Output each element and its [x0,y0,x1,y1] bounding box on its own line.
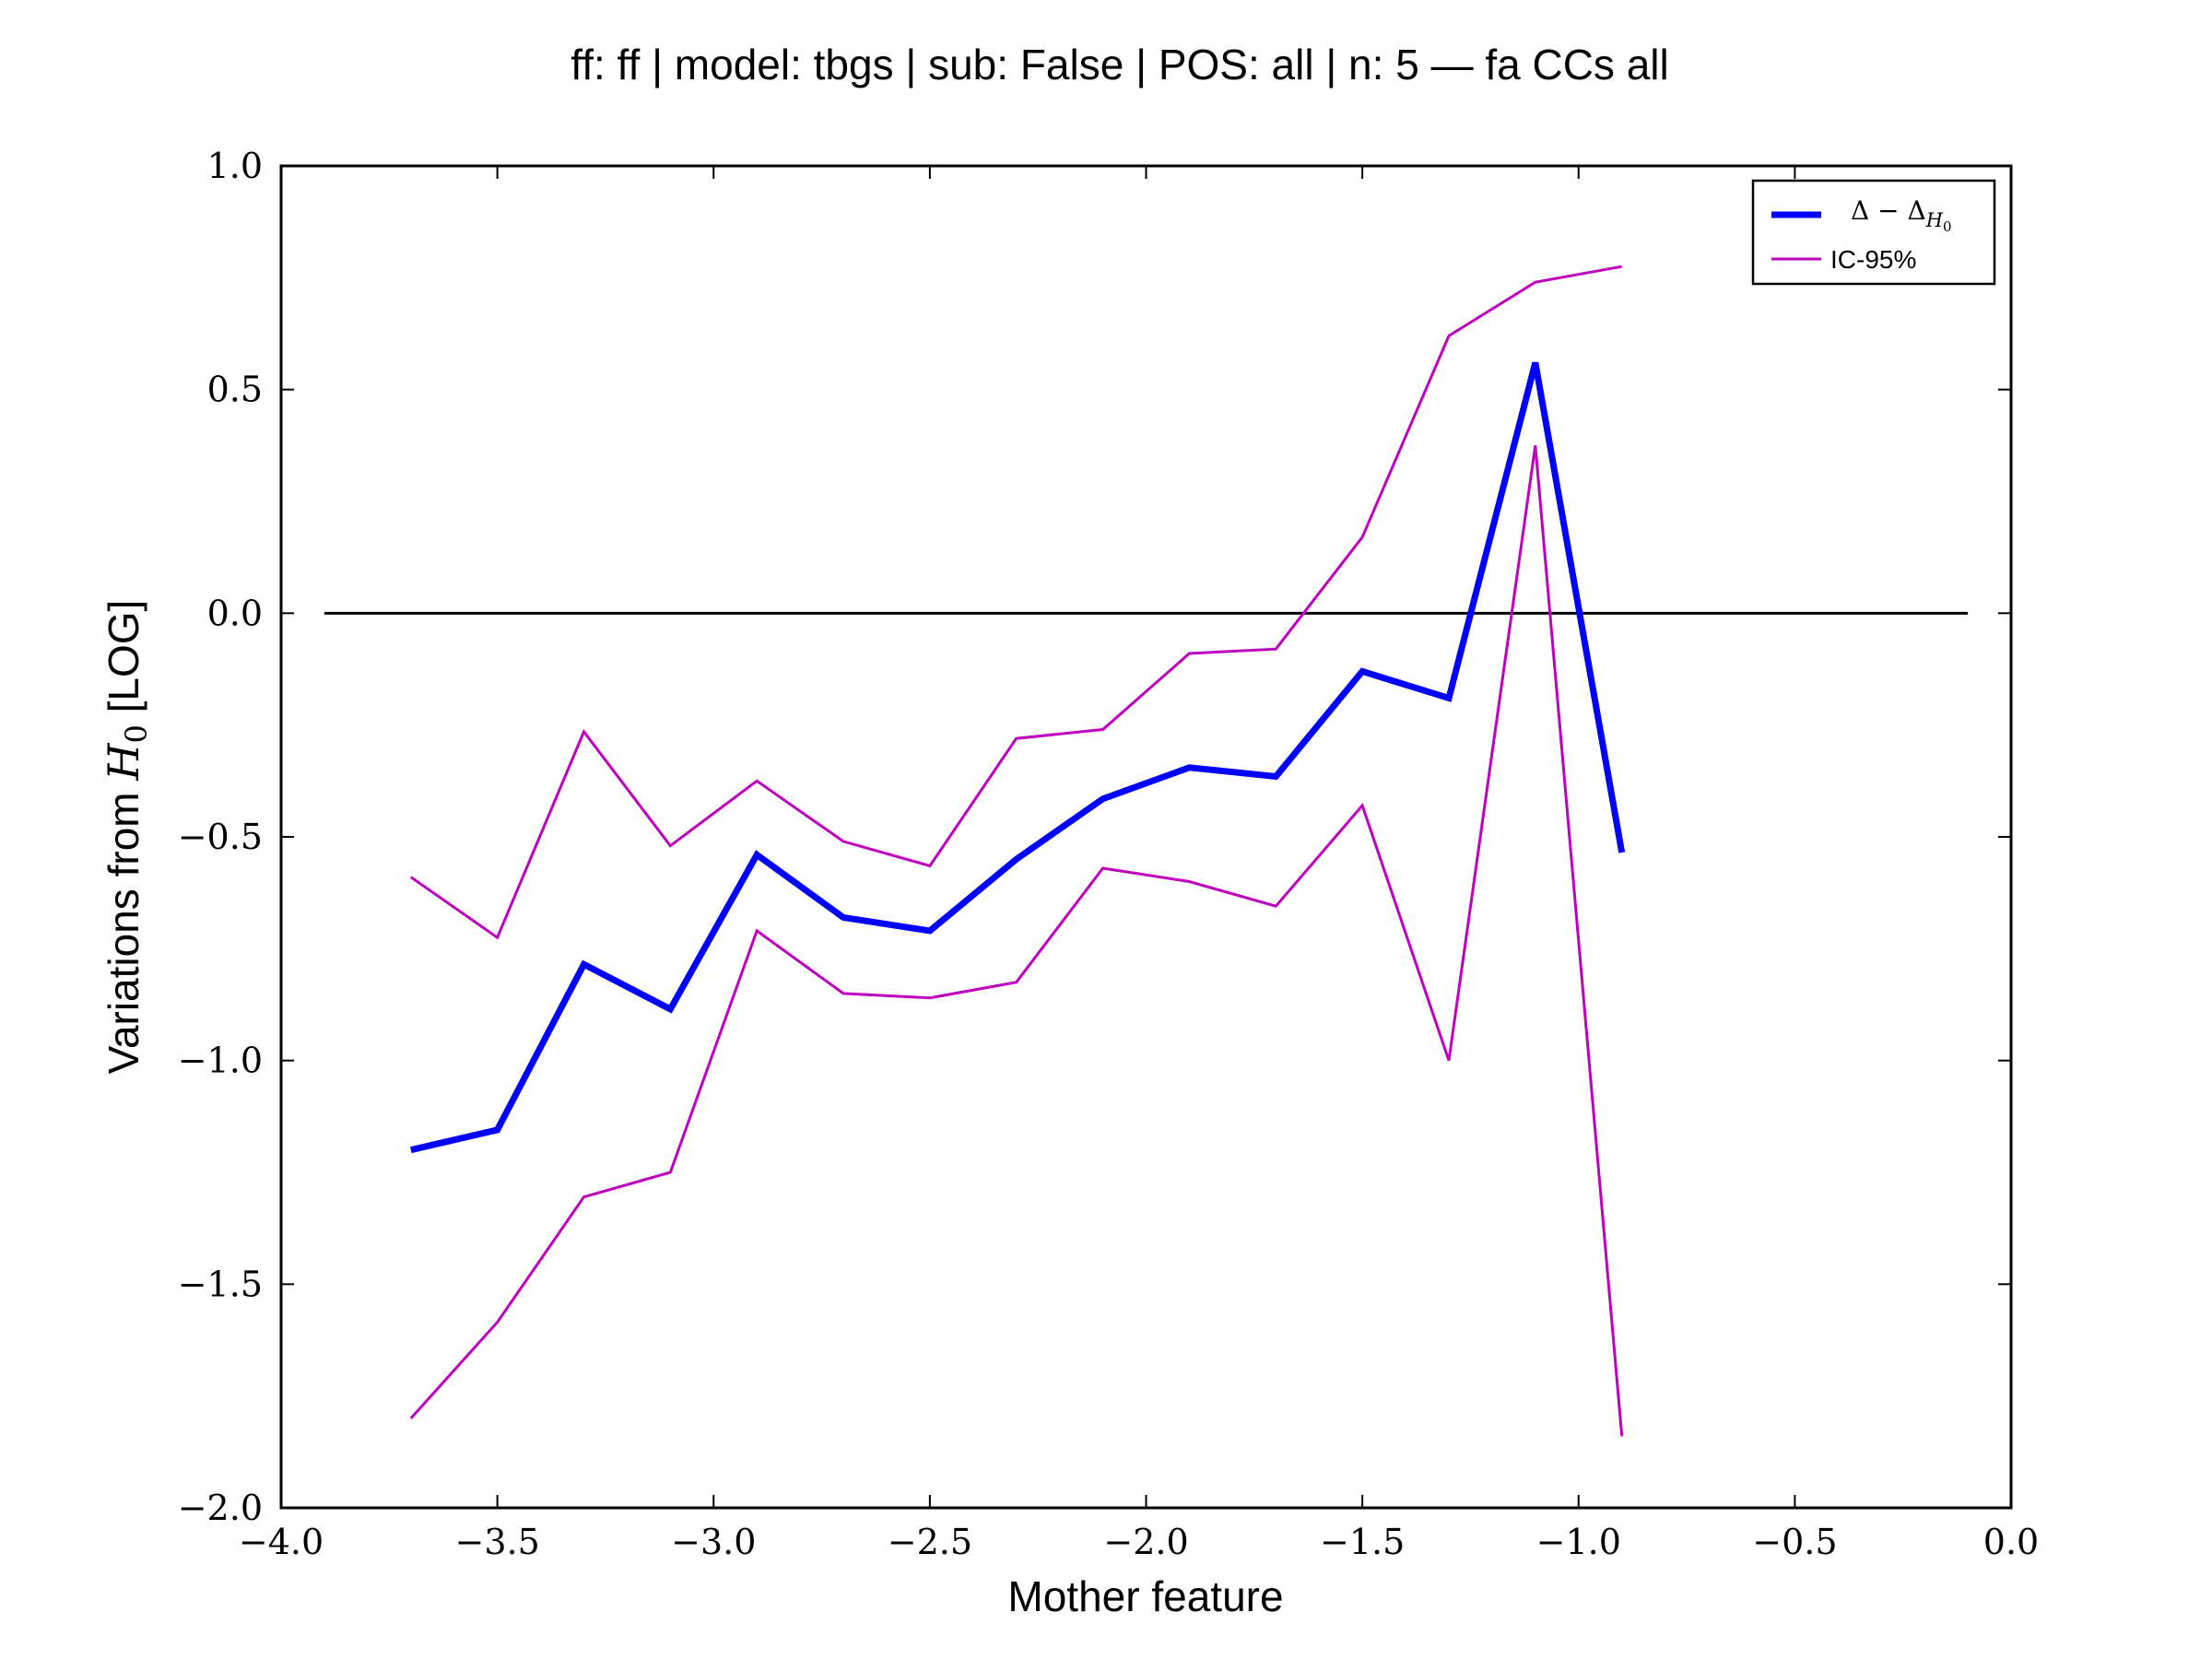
x-tick-label: −1.0 [1536,1522,1621,1562]
x-tick-labels: −4.0 −3.5 −3.0 −2.5 −2.0 −1.5 −1.0 −0.5 0.0 [239,1522,2039,1562]
chart-title: ff: ff | model: tbgs | sub: False | POS:… [571,41,1668,88]
series-line-ic_upper [409,265,1622,940]
y-axis-label-math-sub: 0 [119,724,154,743]
y-tick-label: −2.0 [178,1488,263,1528]
series-line-delta [410,361,1626,1154]
x-tick-label: −4.0 [239,1522,324,1562]
x-tick-label: −2.5 [888,1522,972,1562]
legend-label-delta: Δ − ΔH0 [1851,195,1952,235]
x-tick-label: 0.0 [1983,1522,2039,1562]
y-axis-label-prefix: Variations from [100,781,147,1075]
y-tick-label: −0.5 [178,817,263,857]
y-tick-label: 0.0 [207,593,263,633]
series-lines [324,265,1969,1437]
x-tick-label: −3.0 [671,1522,756,1562]
x-tick-label: −0.5 [1752,1522,1837,1562]
y-tick-label: 0.5 [207,370,263,410]
y-axis-label-suffix: [LOG] [100,600,147,724]
legend-box [1751,179,1996,286]
y-tick-label: 1.0 [207,146,263,186]
legend: Δ − ΔH0 IC-95% [1751,179,1996,286]
x-axis-label: Mother feature [1007,1572,1283,1620]
x-tick-label: −2.0 [1103,1522,1188,1562]
y-axis-label-math: H [99,743,148,782]
axis-ticks [280,165,2012,1509]
y-tick-label: −1.5 [178,1264,263,1304]
x-tick-label: −3.5 [454,1522,539,1562]
y-tick-label: −1.0 [178,1041,263,1081]
y-tick-labels: −2.0 −1.5 −1.0 −0.5 0.0 0.5 1.0 [178,146,263,1528]
series-line-ic_lower [409,445,1624,1437]
x-tick-label: −1.5 [1320,1522,1405,1562]
y-axis-label: Variations from H0 [LOG] [99,600,154,1075]
legend-label-ic: IC-95% [1830,245,1916,274]
